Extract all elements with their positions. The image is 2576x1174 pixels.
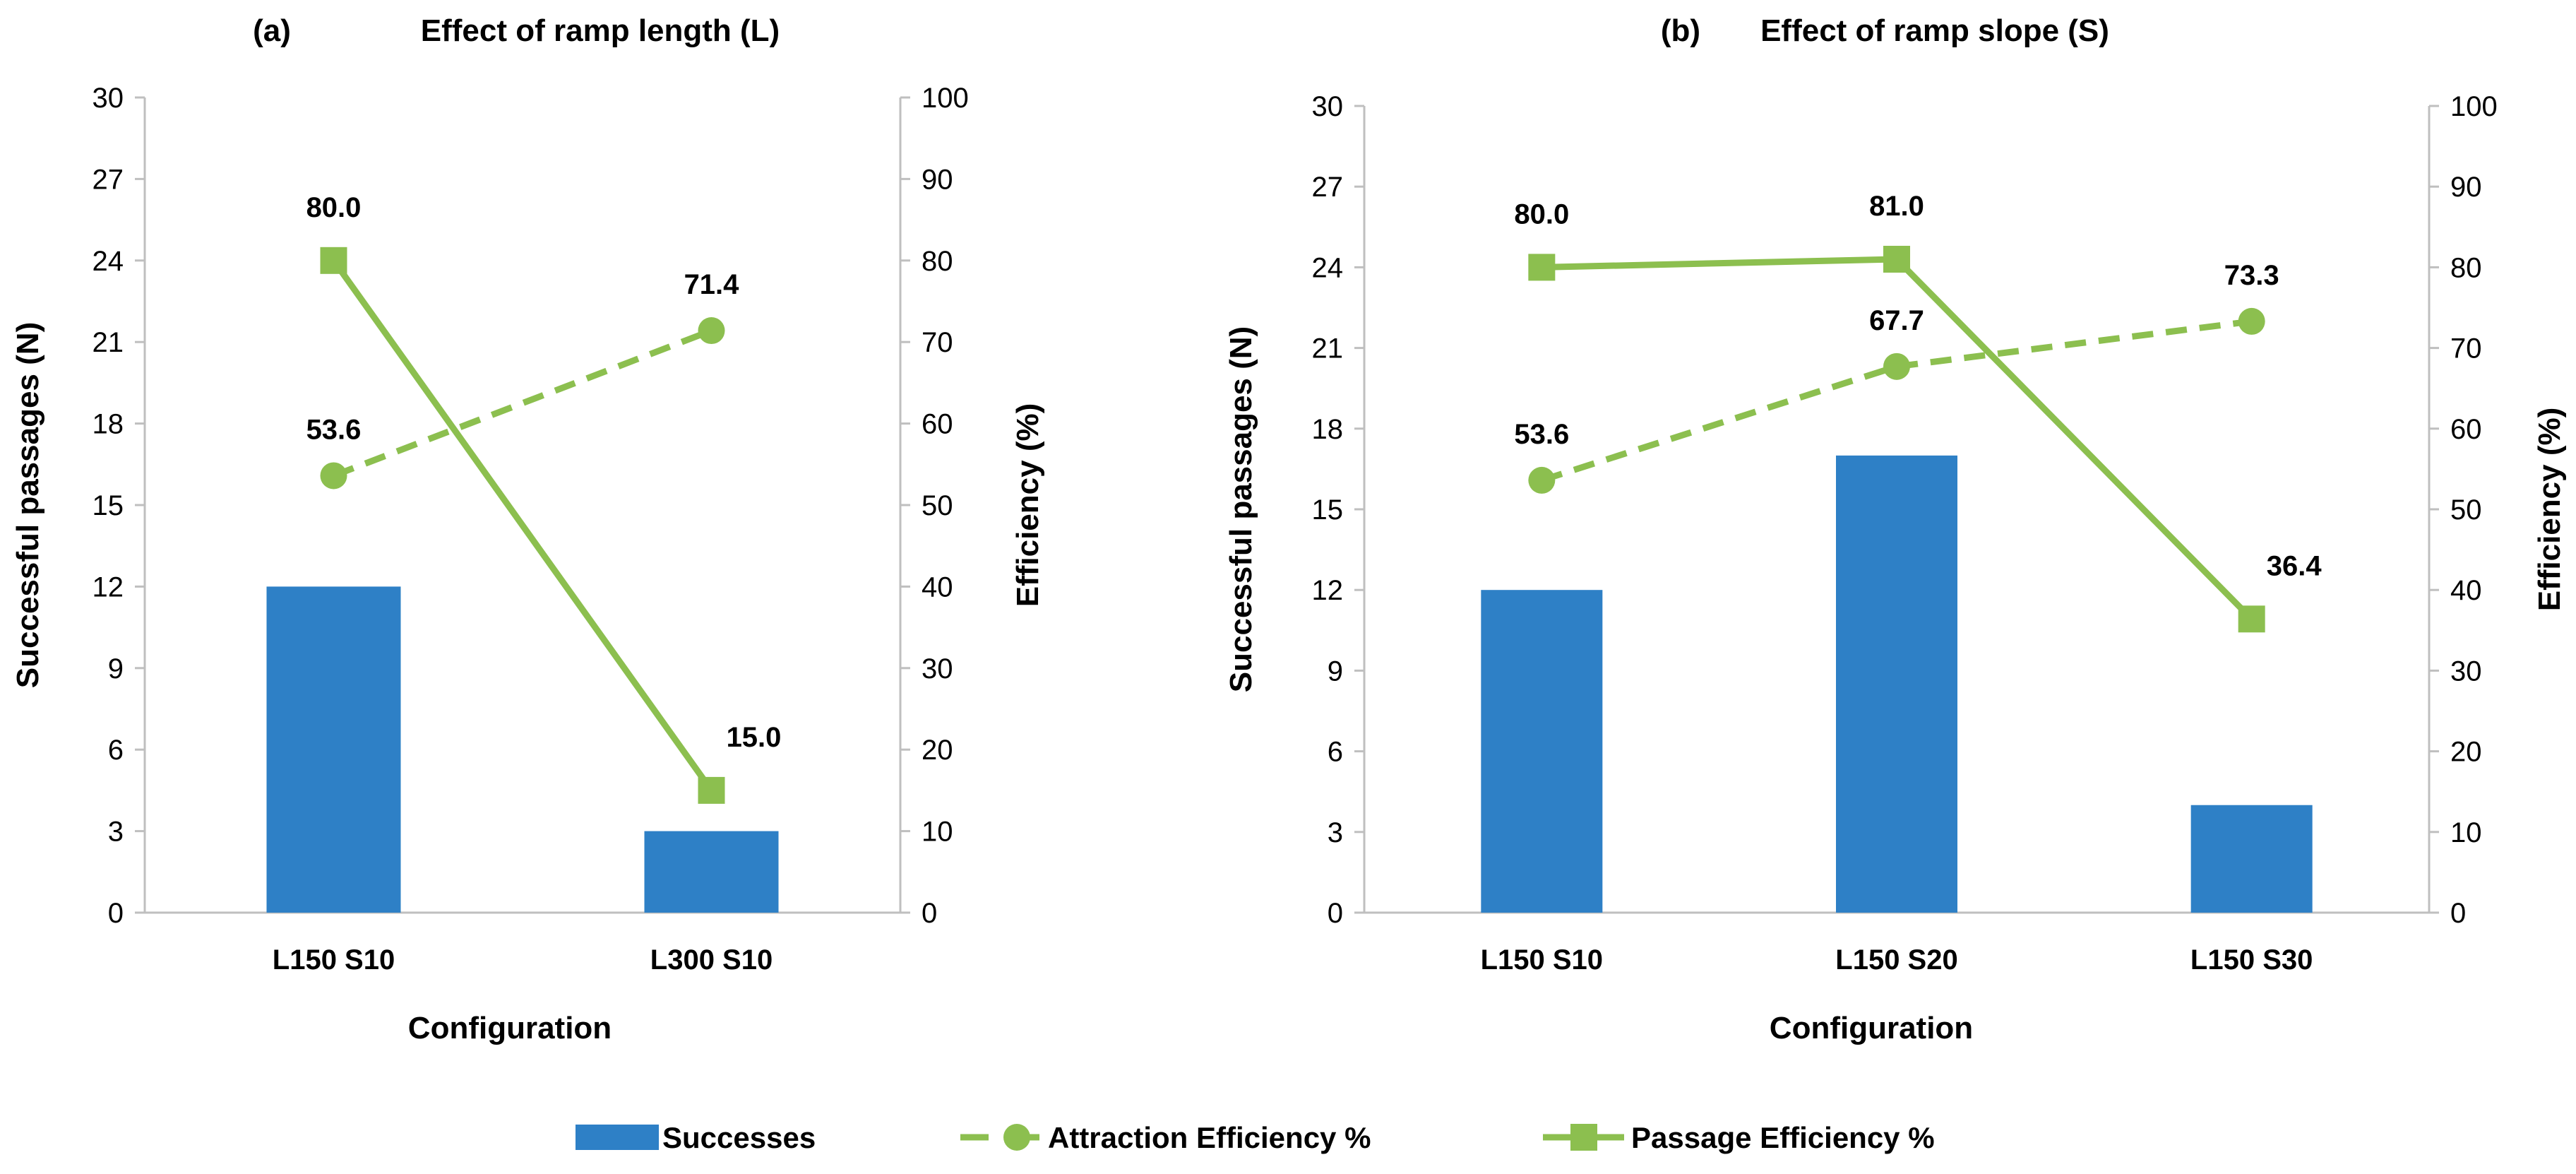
y-left-tick-label: 9 [1328,656,1343,687]
legend-successes-label: Successes [662,1121,816,1154]
y-right-tick-label: 60 [922,409,953,440]
bar-successes [1836,455,1957,913]
y-left-tick-label: 12 [1312,575,1344,606]
y-right-tick-label: 80 [922,246,953,277]
y-left-tick-label: 15 [1312,494,1344,526]
y-right-tick-label: 50 [2450,494,2482,526]
marker-passage-efficiency [1528,254,1556,281]
y-right-tick-label: 70 [922,327,953,358]
y-right-tick-label: 50 [922,490,953,521]
y-left-tick-label: 21 [1312,333,1344,364]
y-left-tick-label: 18 [93,409,124,440]
bar-successes [2190,805,2313,913]
y-left-tick-label: 15 [93,490,124,521]
data-label-passage: 15.0 [727,722,782,753]
y-axis-right-title: Efficiency (%) [2532,408,2567,612]
y-left-tick-label: 3 [1328,817,1343,848]
y-right-tick-label: 0 [2450,898,2466,929]
y-right-tick-label: 30 [2450,656,2482,687]
data-label-attraction: 53.6 [1514,419,1569,450]
y-left-tick-label: 9 [108,653,124,684]
data-label-passage: 80.0 [306,192,362,223]
data-label-attraction: 71.4 [684,269,740,300]
data-label-attraction: 67.7 [1869,305,1924,336]
x-tick-label: L150 S10 [1481,944,1603,976]
legend-successes-swatch [576,1125,659,1150]
marker-passage-efficiency [698,776,725,804]
y-axis-left-title: Successful passages (N) [1224,326,1258,692]
x-axis-title: Configuration [408,1011,612,1045]
y-left-tick-label: 12 [93,571,124,603]
y-left-tick-label: 24 [1312,252,1344,283]
data-label-passage: 81.0 [1869,191,1924,222]
y-left-tick-label: 24 [93,246,124,277]
chart-title: Effect of ramp length (L) [421,13,780,48]
marker-attraction-efficiency [698,317,725,345]
y-right-tick-label: 70 [2450,333,2482,364]
bar-successes [644,831,779,913]
y-left-tick-label: 6 [1328,737,1343,768]
y-left-tick-label: 18 [1312,414,1344,445]
panel-label: (a) [253,13,291,48]
panel-b: (b) Effect of ramp slope (S) 0 3 6 9 12 15 18 21 2… [1224,13,2567,1045]
legend: Successes Attraction Efficiency % Passag… [576,1121,1935,1154]
line-attraction-efficiency [1540,318,2253,484]
legend-attraction-label: Attraction Efficiency % [1048,1121,1371,1154]
data-label-attraction: 73.3 [2224,260,2279,291]
legend-passage-label: Passage Efficiency % [1631,1121,1935,1154]
y-right-tick-label: 100 [2450,91,2498,122]
marker-attraction-efficiency [1883,352,1910,380]
data-label-passage: 36.4 [2267,550,2322,581]
bar-successes [1481,590,1603,913]
x-tick-label: L300 S10 [650,944,773,976]
x-axis-title: Configuration [1770,1011,1973,1045]
x-tick-label: L150 S30 [2190,944,2313,976]
y-left-tick-label: 27 [93,164,124,195]
y-left-tick-label: 6 [108,735,124,766]
y-axis-right-title: Efficiency (%) [1010,403,1045,607]
bar-successes [266,586,401,913]
y-left-tick-label: 0 [1328,898,1343,929]
y-left-tick-label: 27 [1312,172,1344,203]
y-right-tick-label: 0 [922,898,937,929]
y-right-tick-label: 40 [2450,575,2482,606]
y-left-tick-label: 21 [93,327,124,358]
y-right-tick-label: 40 [922,571,953,603]
marker-passage-efficiency [2238,605,2265,633]
marker-attraction-efficiency [2238,307,2265,335]
chart-title: Effect of ramp slope (S) [1760,13,2109,48]
line-passage-efficiency [330,259,715,793]
marker-passage-efficiency [1883,245,1910,273]
y-right-tick-label: 10 [2450,817,2482,848]
y-right-tick-label: 20 [2450,737,2482,768]
y-right-tick-label: 100 [922,83,969,114]
line-attraction-efficiency [332,327,713,479]
data-label-passage: 80.0 [1514,198,1569,230]
y-axis-left-title: Successful passages (N) [11,322,45,688]
legend-attraction-marker [1003,1124,1030,1151]
panel-a: (a) Effect of ramp length (L) 0 3 6 9 12 15 18 21… [11,13,1045,1045]
y-right-tick-label: 10 [922,817,953,848]
y-right-tick-label: 90 [2450,172,2482,203]
y-right-tick-label: 30 [922,653,953,684]
y-left-tick-label: 0 [108,898,124,929]
y-right-tick-label: 60 [2450,414,2482,445]
panel-label: (b) [1661,13,1700,48]
y-left-tick-label: 3 [108,817,124,848]
legend-passage-marker [1570,1124,1597,1151]
y-left-tick-label: 30 [93,83,124,114]
x-tick-label: L150 S20 [1835,944,1957,976]
y-right-tick-label: 80 [2450,252,2482,283]
marker-attraction-efficiency [1528,466,1556,494]
y-left-tick-label: 30 [1312,91,1344,122]
marker-attraction-efficiency [320,462,347,490]
y-right-tick-label: 90 [922,164,953,195]
marker-passage-efficiency [320,247,347,274]
y-right-tick-label: 20 [922,735,953,766]
x-tick-label: L150 S10 [273,944,395,976]
data-label-attraction: 53.6 [306,414,362,445]
